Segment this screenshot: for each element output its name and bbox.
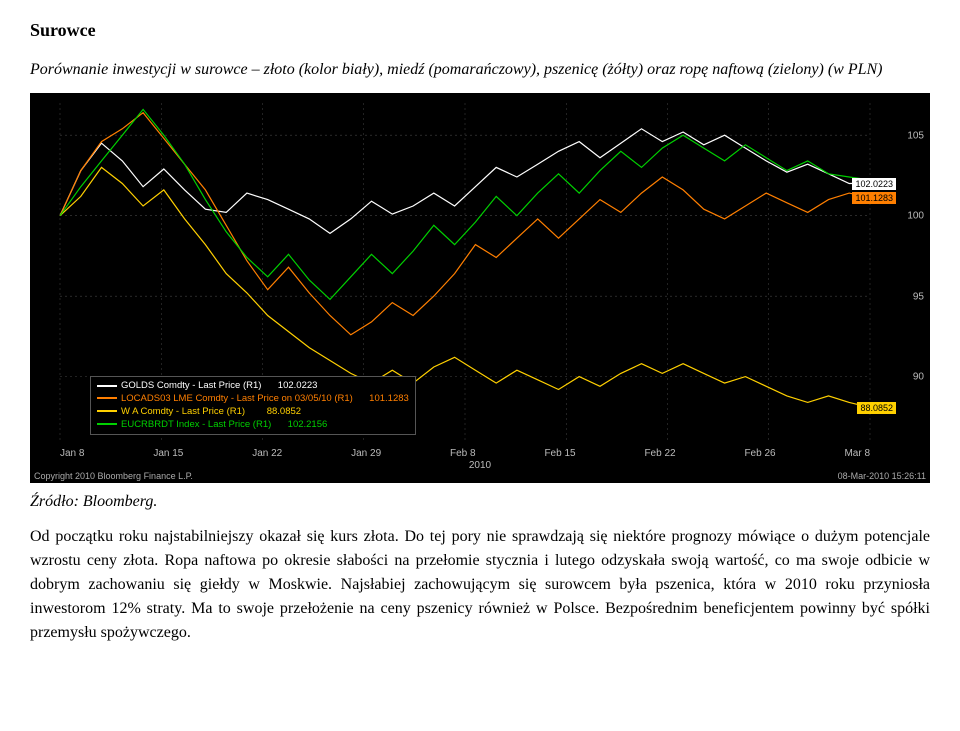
legend-value: 88.0852 [253, 406, 301, 419]
series-end-label: 101.1283 [852, 192, 896, 204]
chart-subtitle: Porównanie inwestycji w surowce – złoto … [30, 59, 930, 81]
x-tick-label: Jan 29 [351, 448, 381, 459]
series-end-label: 102.0223 [852, 178, 896, 190]
legend-value: 102.2156 [279, 419, 327, 432]
legend-label: EUCRBRDT Index - Last Price (R1) [121, 419, 271, 430]
x-tick-label: Feb 15 [544, 448, 575, 459]
legend-value: 101.1283 [361, 393, 409, 406]
legend-swatch [97, 410, 117, 412]
legend-row: EUCRBRDT Index - Last Price (R1) 102.2156 [97, 419, 409, 432]
x-tick-label: Jan 8 [60, 448, 84, 459]
x-tick-label: Feb 22 [644, 448, 675, 459]
x-tick-label: Jan 22 [252, 448, 282, 459]
chart-timestamp: 08-Mar-2010 15:26:11 [838, 471, 926, 481]
legend-label: LOCADS03 LME Comdty - Last Price on 03/0… [121, 393, 353, 404]
body-paragraph: Od początku roku najstabilniejszy okazał… [30, 525, 930, 645]
x-axis-year: 2010 [469, 460, 491, 471]
y-tick-label: 95 [913, 291, 924, 302]
page-title: Surowce [30, 20, 930, 41]
series-end-label: 88.0852 [857, 402, 896, 414]
legend-label: W A Comdty - Last Price (R1) [121, 406, 245, 417]
x-tick-label: Mar 8 [844, 448, 870, 459]
chart-legend: GOLDS Comdty - Last Price (R1) 102.0223LO… [90, 376, 416, 435]
y-tick-label: 100 [907, 211, 924, 222]
legend-swatch [97, 397, 117, 399]
x-tick-label: Jan 15 [153, 448, 183, 459]
y-tick-label: 105 [907, 130, 924, 141]
x-tick-label: Feb 8 [450, 448, 476, 459]
chart-source: Źródło: Bloomberg. [30, 493, 930, 511]
legend-label: GOLDS Comdty - Last Price (R1) [121, 380, 261, 391]
legend-swatch [97, 385, 117, 387]
legend-row: GOLDS Comdty - Last Price (R1) 102.0223 [97, 380, 409, 393]
legend-row: LOCADS03 LME Comdty - Last Price on 03/0… [97, 393, 409, 406]
y-tick-label: 90 [913, 372, 924, 383]
x-axis-labels: Jan 8 Jan 15 Jan 22 Jan 29 Feb 8 Feb 15 Feb 22… [60, 448, 870, 459]
legend-swatch [97, 423, 117, 425]
chart-copyright: Copyright 2010 Bloomberg Finance L.P. [34, 471, 193, 481]
legend-value: 102.0223 [269, 380, 317, 393]
x-tick-label: Feb 26 [744, 448, 775, 459]
commodities-chart: 105 100 95 90 102.0223 101.1283 88.0852 Jan 8… [30, 93, 930, 483]
legend-row: W A Comdty - Last Price (R1) 88.0852 [97, 406, 409, 419]
